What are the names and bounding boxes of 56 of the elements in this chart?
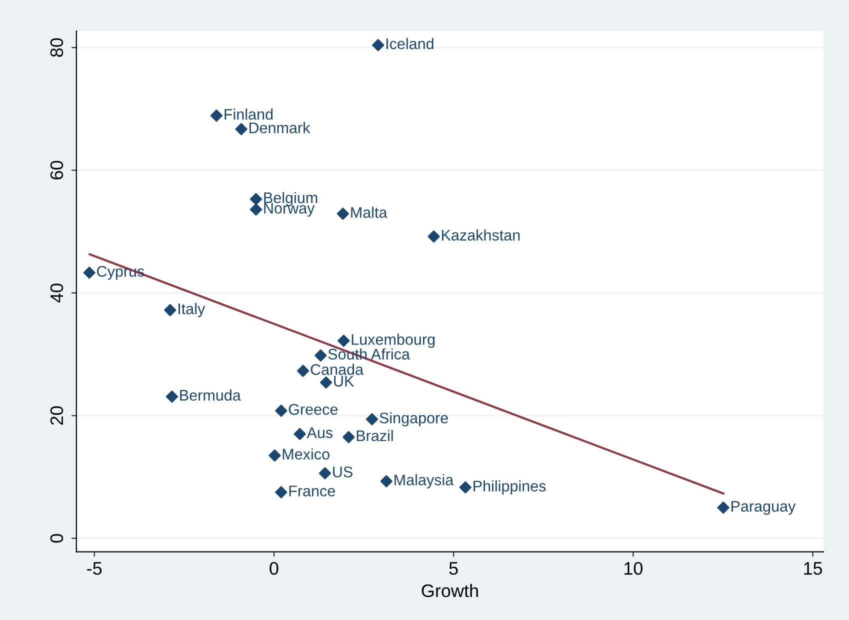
annotation: Greece [288, 404, 338, 415]
point [372, 39, 384, 52]
annotation: Aus [306, 427, 333, 438]
annotation: Finland [224, 108, 273, 120]
point [164, 304, 176, 316]
point [428, 230, 440, 243]
y-tick-label: 20 [50, 406, 64, 425]
annotation: Denmark [249, 122, 310, 134]
annotation: Iceland [386, 38, 434, 50]
point [366, 413, 378, 426]
x-tick-label: 0 [270, 562, 278, 575]
point [275, 404, 288, 417]
point [342, 431, 355, 444]
point [459, 481, 472, 494]
x-tick-label: -5 [87, 562, 102, 575]
annotation: Philippines [474, 480, 546, 495]
point [314, 349, 327, 362]
point [294, 428, 306, 440]
annotation: Kazakhstan [442, 229, 520, 241]
annotation: Luxembourg [352, 334, 435, 348]
annotation: Malaysia [394, 474, 454, 488]
annotation: Mexico [282, 448, 330, 460]
point [235, 123, 248, 136]
point [296, 364, 310, 377]
annotation: Brazil [356, 430, 393, 442]
point [250, 203, 262, 216]
point [210, 110, 223, 122]
point [338, 334, 350, 347]
x-axis-title: Growth [422, 584, 478, 598]
point [275, 486, 288, 498]
x-tick-label: 10 [624, 562, 642, 575]
point [318, 467, 332, 480]
annotation: Malta [351, 206, 388, 218]
annotation: Singapore [380, 412, 448, 426]
y-tick-label: 80 [50, 38, 64, 57]
annotation: UK [334, 376, 354, 387]
y-tick-label: 40 [50, 284, 64, 303]
annotation: Paraguay [732, 501, 796, 515]
point [250, 193, 262, 206]
annotation: France [289, 486, 335, 496]
point [717, 502, 730, 514]
annotation: Bermuda [180, 389, 241, 401]
annotation: Italy [178, 302, 206, 318]
point [166, 390, 178, 403]
x-tick-label: 15 [804, 562, 822, 575]
annotation: Canada [310, 364, 364, 375]
point [320, 376, 332, 389]
annotation: US [333, 466, 352, 478]
x-tick-label: 5 [449, 562, 458, 575]
y-tick-label: 60 [50, 160, 64, 180]
point [336, 208, 350, 220]
y-tick-label: 0 [50, 534, 64, 543]
point [83, 266, 96, 279]
annotation: Cyprus [97, 266, 144, 280]
point [268, 449, 281, 462]
point [380, 475, 392, 488]
